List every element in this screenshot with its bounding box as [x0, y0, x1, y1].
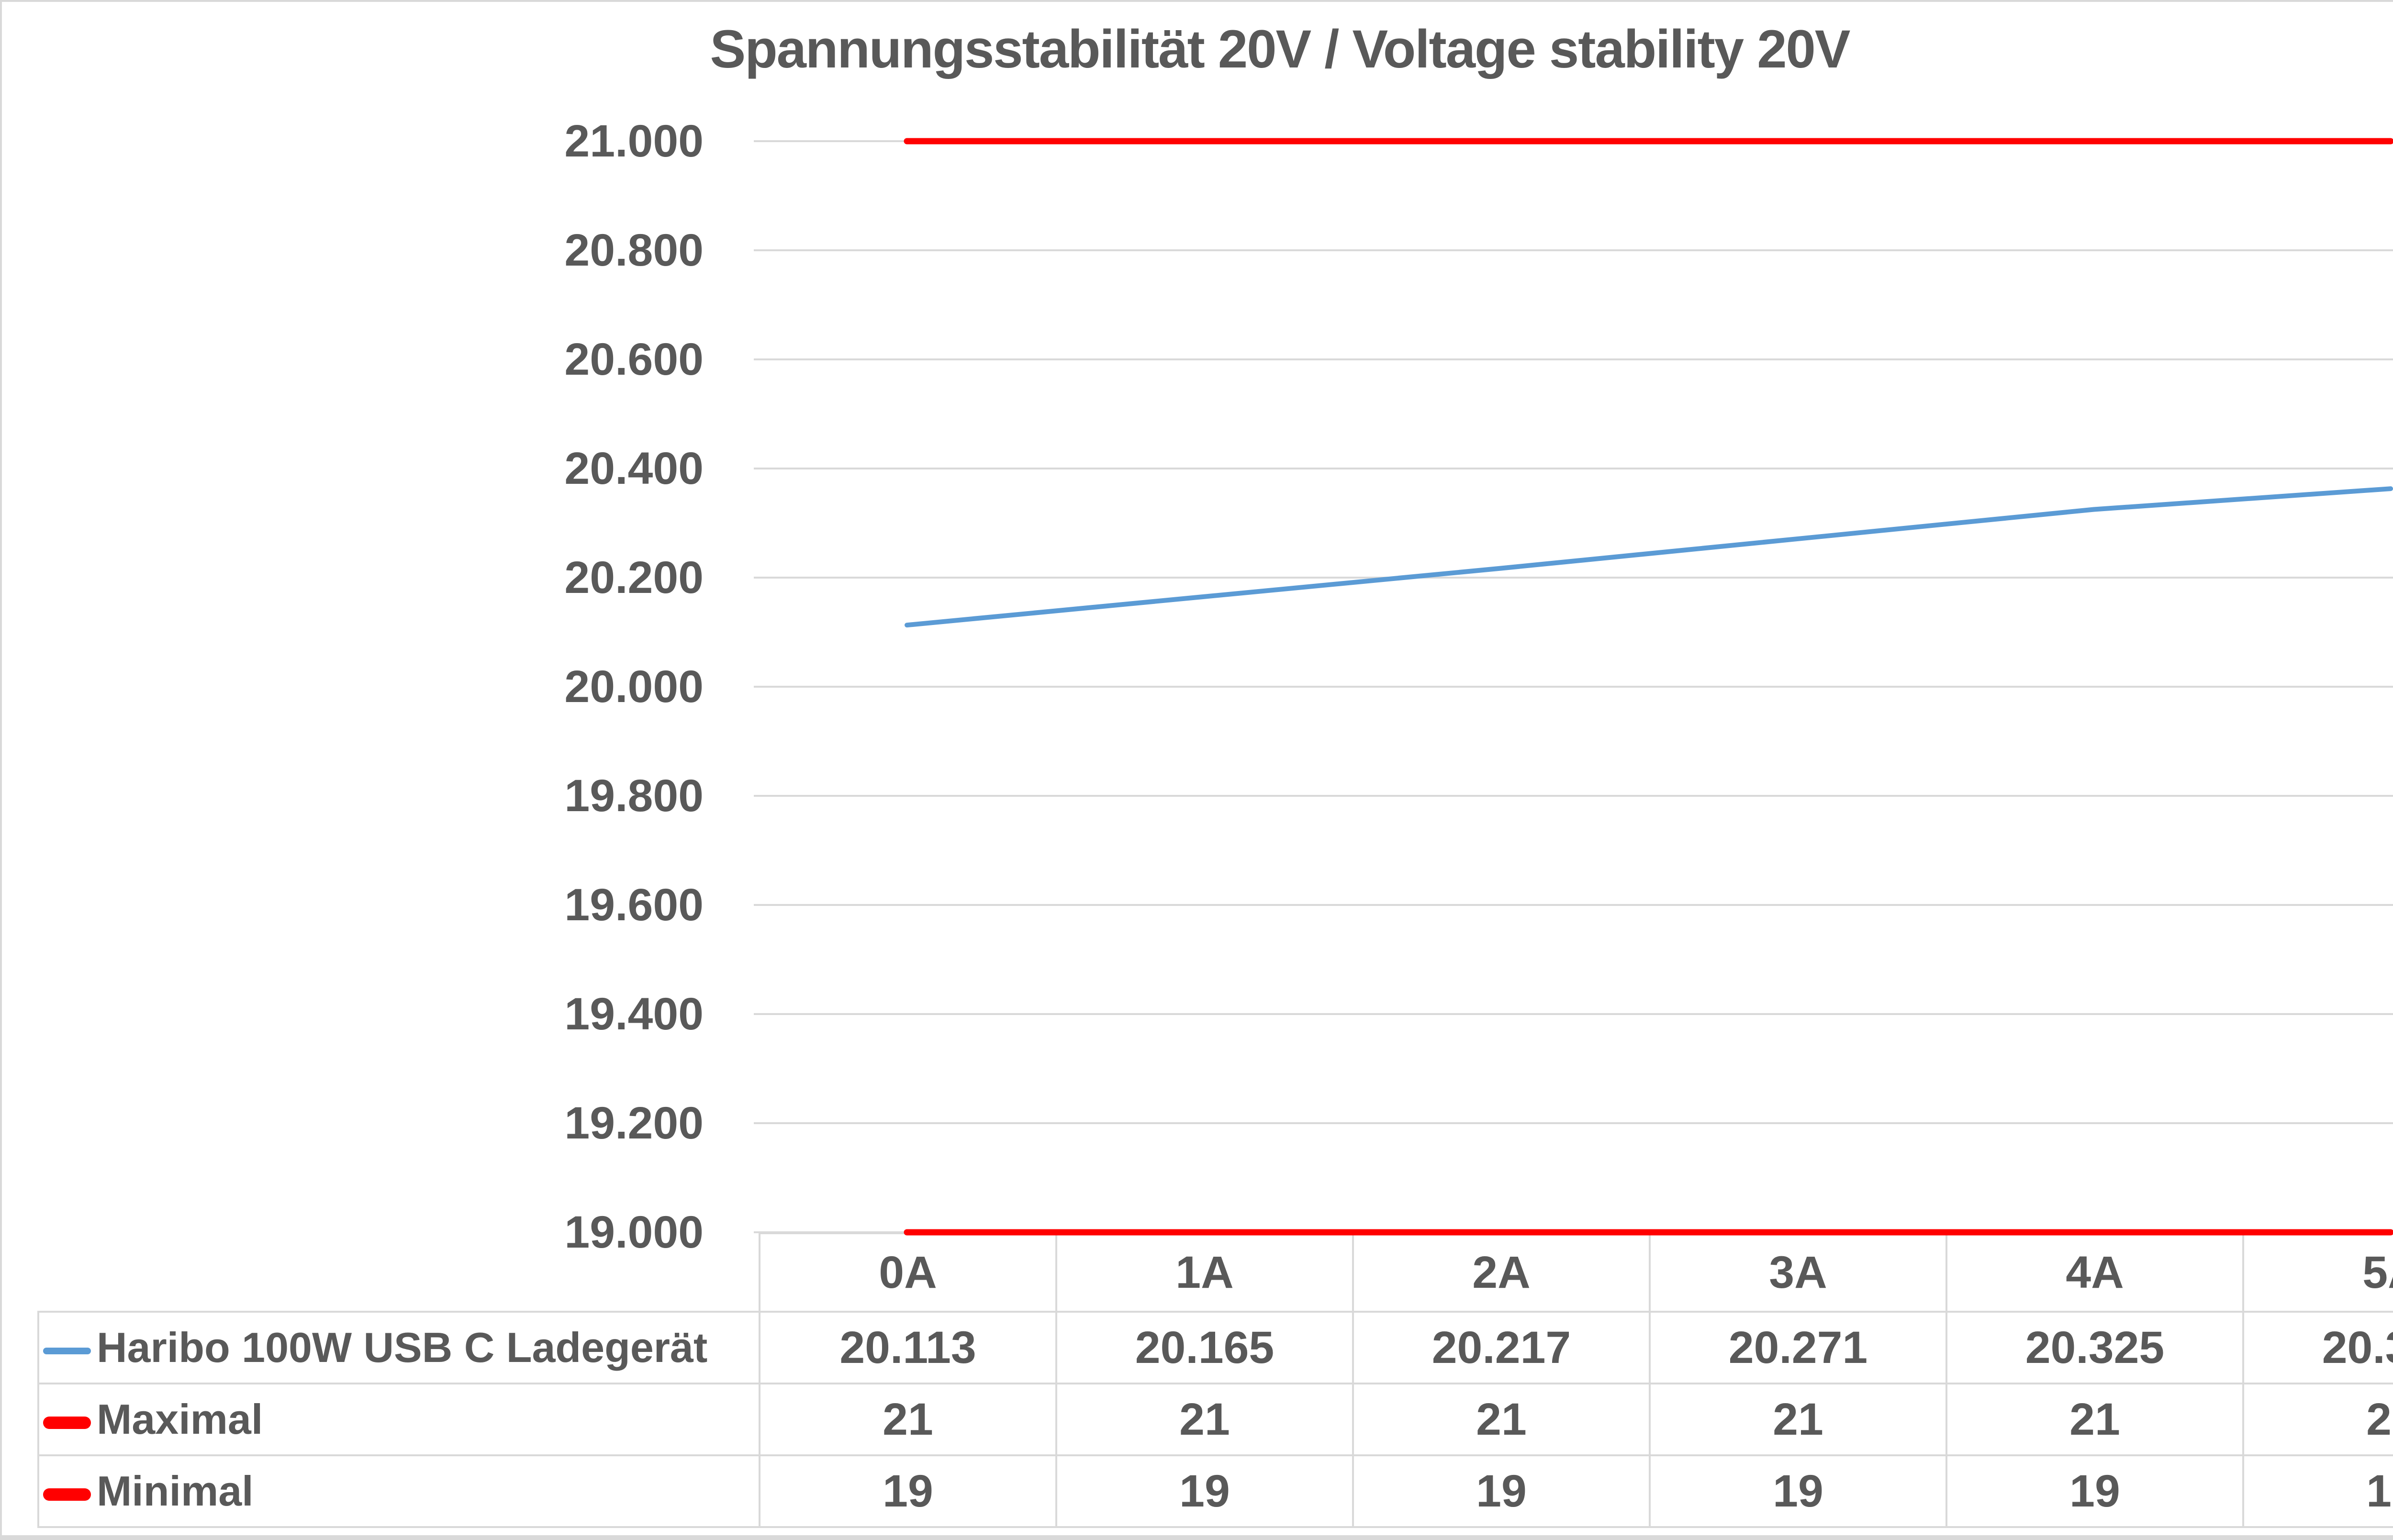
- value-cell-maximal: 21: [1055, 1383, 1354, 1456]
- y-axis-tick-label: 20.800: [564, 225, 704, 276]
- value-cell-haribo-100w-usb-c-ladeger-t: 20.113: [759, 1311, 1057, 1384]
- column-header-2a: 2A: [1352, 1232, 1651, 1313]
- legend-key-icon-maximal: [43, 1416, 91, 1429]
- value-cell-minimal: 19: [2242, 1454, 2393, 1528]
- y-gridline: [754, 358, 2393, 360]
- column-header-1a: 1A: [1055, 1232, 1354, 1313]
- y-gridline: [754, 686, 2393, 688]
- y-axis-tick-label: 20.000: [564, 661, 704, 712]
- value-cell-maximal: 21: [759, 1383, 1057, 1456]
- value-cell-haribo-100w-usb-c-ladeger-t: 20.271: [1649, 1311, 1947, 1384]
- value-cell-haribo-100w-usb-c-ladeger-t: 20.165: [1055, 1311, 1354, 1384]
- y-gridline: [754, 468, 2393, 469]
- value-cell-maximal: 21: [1649, 1383, 1947, 1456]
- value-cell-haribo-100w-usb-c-ladeger-t: 20.217: [1352, 1311, 1651, 1384]
- value-cell-maximal: 21: [1946, 1383, 2244, 1456]
- column-header-4a: 4A: [1946, 1232, 2244, 1313]
- table-row-haribo-100w-usb-c-ladeger-t: Haribo 100W USB C Ladegerät 20.113 20.165 2…: [37, 1311, 2393, 1384]
- chart-title: Spannungsstabilität 20V / Voltage stabil…: [710, 19, 1851, 79]
- data-table: 0A1A2A3A4A5A Haribo 100W USB C Ladegerät 2…: [37, 1232, 2393, 1528]
- legend-cell-maximal: Maximal: [37, 1383, 760, 1456]
- value-cell-minimal: 19: [1055, 1454, 1354, 1528]
- legend-cell-haribo-100w-usb-c-ladeger-t: Haribo 100W USB C Ladegerät: [37, 1311, 760, 1384]
- y-gridline: [754, 1122, 2393, 1124]
- series-name-label: Maximal: [97, 1395, 263, 1443]
- y-gridline: [754, 795, 2393, 797]
- column-header-5a: 5A: [2242, 1232, 2393, 1313]
- y-axis-tick-label: 20.600: [564, 334, 704, 385]
- table-header-row: 0A1A2A3A4A5A: [38, 1232, 2393, 1313]
- column-header-0a: 0A: [759, 1232, 1057, 1313]
- legend-cell-minimal: Minimal: [37, 1454, 760, 1528]
- y-gridline: [754, 140, 2393, 142]
- series-name-label: Haribo 100W USB C Ladegerät: [97, 1324, 708, 1371]
- y-gridline: [754, 249, 2393, 251]
- value-cell-minimal: 19: [759, 1454, 1057, 1528]
- y-axis-tick-label: 19.800: [564, 770, 704, 821]
- series-line-haribo-100w-usb-c-ladeger-t: [905, 486, 2393, 628]
- value-cell-haribo-100w-usb-c-ladeger-t: 20.325: [1946, 1311, 2244, 1384]
- table-row-maximal: Maximal212121212121: [37, 1383, 2393, 1456]
- value-cell-minimal: 19: [1649, 1454, 1947, 1528]
- y-axis-tick-label: 20.200: [564, 552, 704, 603]
- legend-key-icon-minimal: [43, 1488, 91, 1501]
- table-row-minimal: Minimal191919191919: [37, 1454, 2393, 1528]
- y-gridline: [754, 577, 2393, 579]
- value-cell-maximal: 21: [2242, 1383, 2393, 1456]
- y-axis-tick-label: 19.600: [564, 880, 704, 930]
- y-axis-tick-label: 19.400: [564, 989, 704, 1039]
- value-cell-maximal: 21: [1352, 1383, 1651, 1456]
- legend-key-icon-haribo-100w-usb-c-ladeger-t: [43, 1347, 91, 1354]
- table-corner-cell: [38, 1233, 760, 1313]
- value-cell-minimal: 19: [1352, 1454, 1651, 1528]
- column-header-3a: 3A: [1649, 1232, 1947, 1313]
- value-cell-haribo-100w-usb-c-ladeger-t: 20.363: [2242, 1311, 2393, 1384]
- series-name-label: Minimal: [97, 1467, 254, 1515]
- y-gridline: [754, 1013, 2393, 1015]
- y-axis-tick-label: 20.400: [564, 443, 704, 494]
- value-cell-minimal: 19: [1946, 1454, 2244, 1528]
- y-axis-tick-label: 19.200: [564, 1098, 704, 1149]
- y-gridline: [754, 904, 2393, 906]
- y-axis-tick-label: 21.000: [564, 116, 704, 167]
